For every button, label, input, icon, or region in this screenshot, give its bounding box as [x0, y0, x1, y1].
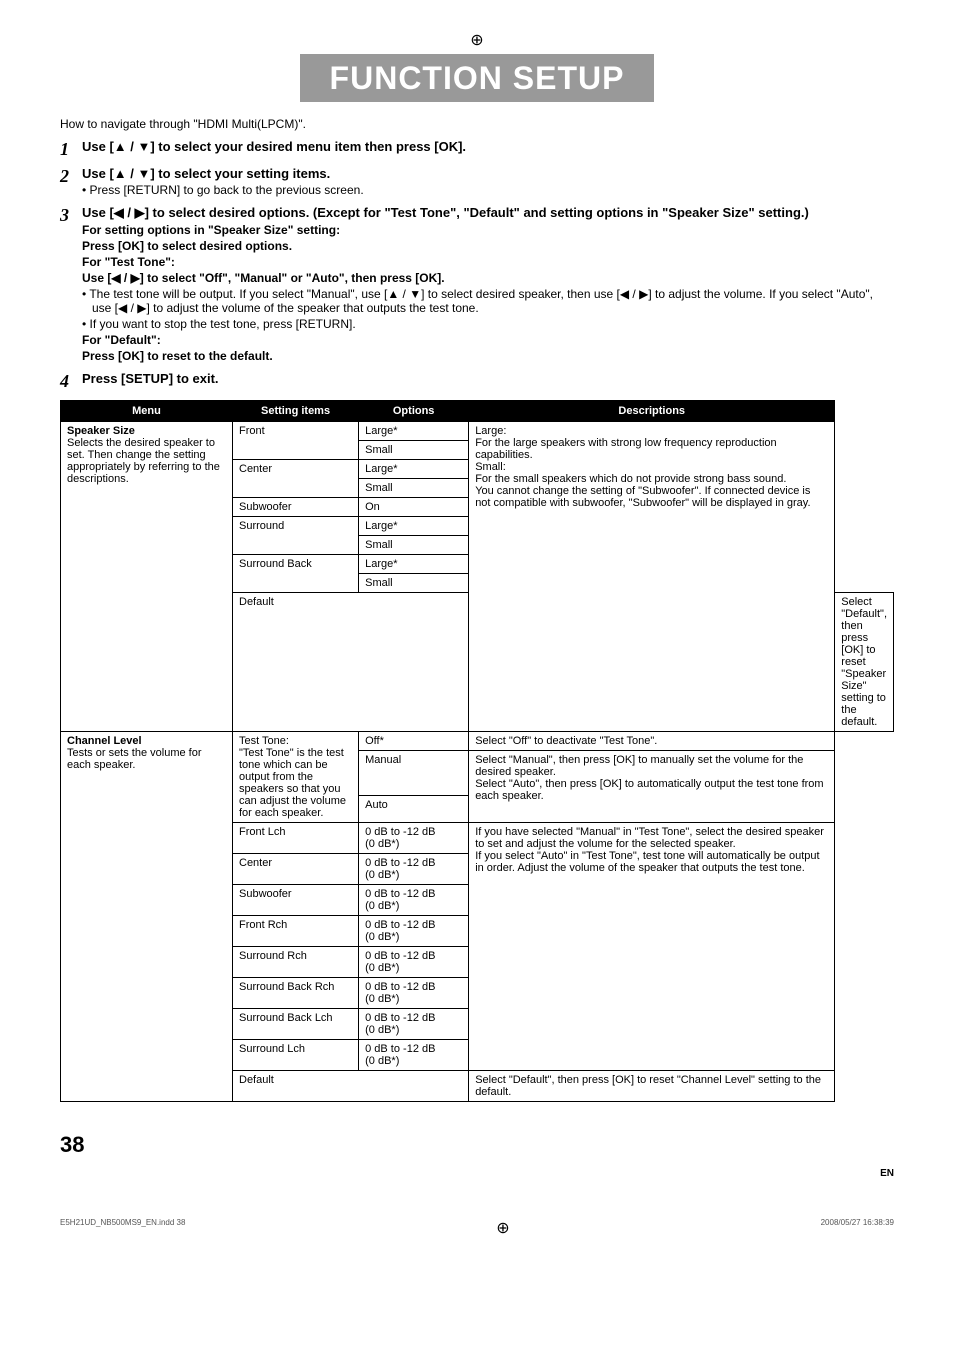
table-row: Speaker SizeSelects the desired speaker … [61, 422, 894, 441]
step-sub: Use [◀ / ▶] to select "Off", "Manual" or… [82, 271, 894, 285]
cell-setting: Default [233, 593, 469, 732]
cell-option: Large* [359, 517, 469, 536]
cell-option: On [359, 498, 469, 517]
step: 4Press [SETUP] to exit. [60, 371, 894, 392]
cell-option: Small [359, 479, 469, 498]
cell-option: Small [359, 441, 469, 460]
step-sub: For setting options in "Speaker Size" se… [82, 223, 894, 237]
cell-setting: Subwoofer [233, 498, 359, 517]
cell-setting: Surround Back Lch [233, 1009, 359, 1040]
cell-option: 0 dB to -12 dB (0 dB*) [359, 885, 469, 916]
step-title: Use [▲ / ▼] to select your desired menu … [82, 139, 894, 154]
cell-menu: Speaker SizeSelects the desired speaker … [61, 422, 233, 732]
step-number: 2 [60, 166, 82, 199]
th-options: Options [359, 401, 469, 422]
cell-option: 0 dB to -12 dB (0 dB*) [359, 854, 469, 885]
cell-desc: Select "Off" to deactivate "Test Tone". [469, 732, 835, 751]
cell-setting: Default [233, 1071, 469, 1102]
menu-desc: Selects the desired speaker to set. Then… [67, 437, 226, 485]
step-number: 3 [60, 205, 82, 365]
cell-option: Off* [359, 732, 469, 751]
th-desc: Descriptions [469, 401, 835, 422]
cell-option: Small [359, 536, 469, 555]
cell-menu: Channel LevelTests or sets the volume fo… [61, 732, 233, 1102]
cell-setting: Surround [233, 517, 359, 555]
footer-left: E5H21UD_NB500MS9_EN.indd 38 [60, 1218, 185, 1238]
step-sub: Press [OK] to reset to the default. [82, 349, 894, 363]
step-sub: For "Test Tone": [82, 255, 894, 269]
cell-desc: If you have selected "Manual" in "Test T… [469, 823, 835, 1071]
step-sub: • If you want to stop the test tone, pre… [82, 317, 894, 331]
table-header-row: Menu Setting items Options Descriptions [61, 401, 894, 422]
step-sub: Press [OK] to select desired options. [82, 239, 894, 253]
cell-option: 0 dB to -12 dB (0 dB*) [359, 823, 469, 854]
cell-setting: Center [233, 854, 359, 885]
title-banner: FUNCTION SETUP [60, 60, 894, 97]
step-body: Press [SETUP] to exit. [82, 371, 894, 392]
cell-setting: Center [233, 460, 359, 498]
settings-table: Menu Setting items Options Descriptions … [60, 400, 894, 1102]
cell-option: 0 dB to -12 dB (0 dB*) [359, 947, 469, 978]
cell-option: Manual [359, 751, 469, 796]
crop-mark-top: ⊕ [60, 30, 894, 50]
step-body: Use [▲ / ▼] to select your setting items… [82, 166, 894, 199]
steps-container: 1Use [▲ / ▼] to select your desired menu… [60, 139, 894, 392]
step-title: Press [SETUP] to exit. [82, 371, 894, 386]
cell-setting: Surround Rch [233, 947, 359, 978]
page-number: 38 [60, 1132, 894, 1158]
cell-desc: Select "Default", then press [OK] to res… [469, 1071, 835, 1102]
cell-desc: Large: For the large speakers with stron… [469, 422, 835, 732]
page-title: FUNCTION SETUP [300, 54, 655, 102]
cell-option: Auto [359, 795, 469, 823]
menu-title: Channel Level [67, 735, 226, 747]
th-menu: Menu [61, 401, 233, 422]
crop-mark-bottom: ⊕ [496, 1218, 509, 1238]
footer-meta: E5H21UD_NB500MS9_EN.indd 38 ⊕ 2008/05/27… [60, 1218, 894, 1238]
step: 2Use [▲ / ▼] to select your setting item… [60, 166, 894, 199]
step-body: Use [▲ / ▼] to select your desired menu … [82, 139, 894, 160]
cell-setting: Surround Lch [233, 1040, 359, 1071]
footer-right: 2008/05/27 16:38:39 [821, 1218, 894, 1238]
cell-desc: Select "Manual", then press [OK] to manu… [469, 751, 835, 823]
step-number: 4 [60, 371, 82, 392]
step: 1Use [▲ / ▼] to select your desired menu… [60, 139, 894, 160]
cell-option: 0 dB to -12 dB (0 dB*) [359, 916, 469, 947]
cell-option: Small [359, 574, 469, 593]
cell-setting: Subwoofer [233, 885, 359, 916]
cell-setting: Front Rch [233, 916, 359, 947]
cell-setting: Surround Back [233, 555, 359, 593]
cell-option: 0 dB to -12 dB (0 dB*) [359, 1009, 469, 1040]
step-title: Use [▲ / ▼] to select your setting items… [82, 166, 894, 181]
cell-option: 0 dB to -12 dB (0 dB*) [359, 1040, 469, 1071]
cell-setting: Test Tone: "Test Tone" is the test tone … [233, 732, 359, 823]
cell-option: Large* [359, 460, 469, 479]
intro-text: How to navigate through "HDMI Multi(LPCM… [60, 117, 894, 131]
step-sub: • Press [RETURN] to go back to the previ… [82, 183, 894, 197]
menu-desc: Tests or sets the volume for each speake… [67, 747, 226, 771]
step-sub: • The test tone will be output. If you s… [82, 287, 894, 315]
th-setting: Setting items [233, 401, 359, 422]
step-sub: For "Default": [82, 333, 894, 347]
step-body: Use [◀ / ▶] to select desired options. (… [82, 205, 894, 365]
table-row: Channel LevelTests or sets the volume fo… [61, 732, 894, 751]
cell-desc: Select "Default", then press [OK] to res… [835, 593, 894, 732]
en-label: EN [880, 1168, 894, 1179]
step-title: Use [◀ / ▶] to select desired options. (… [82, 205, 894, 221]
cell-setting: Front Lch [233, 823, 359, 854]
cell-setting: Front [233, 422, 359, 460]
cell-setting: Surround Back Rch [233, 978, 359, 1009]
cell-option: 0 dB to -12 dB (0 dB*) [359, 978, 469, 1009]
menu-title: Speaker Size [67, 425, 226, 437]
step: 3Use [◀ / ▶] to select desired options. … [60, 205, 894, 365]
cell-option: Large* [359, 555, 469, 574]
cell-option: Large* [359, 422, 469, 441]
step-number: 1 [60, 139, 82, 160]
